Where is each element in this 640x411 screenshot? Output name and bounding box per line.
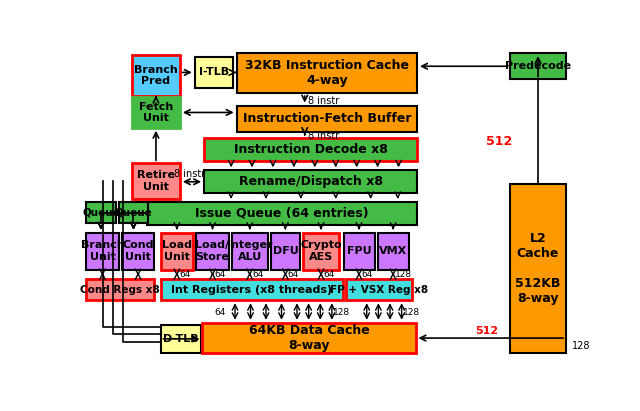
Text: 128: 128 bbox=[333, 308, 351, 317]
Text: Crypto
AES: Crypto AES bbox=[300, 240, 342, 262]
FancyBboxPatch shape bbox=[237, 106, 417, 132]
FancyBboxPatch shape bbox=[303, 233, 339, 270]
Text: 128: 128 bbox=[403, 308, 420, 317]
FancyBboxPatch shape bbox=[122, 233, 154, 270]
Text: 128: 128 bbox=[572, 341, 591, 351]
Text: Int Registers (x8 threads): Int Registers (x8 threads) bbox=[171, 284, 332, 295]
FancyBboxPatch shape bbox=[271, 233, 300, 270]
FancyBboxPatch shape bbox=[161, 325, 201, 353]
Text: 8 instr: 8 instr bbox=[175, 169, 205, 179]
Text: 64: 64 bbox=[179, 270, 191, 279]
Text: Rename/Dispatch x8: Rename/Dispatch x8 bbox=[239, 175, 383, 188]
Text: 128: 128 bbox=[396, 270, 413, 279]
FancyBboxPatch shape bbox=[202, 323, 415, 353]
Text: L2
Cache

512KB
8-way: L2 Cache 512KB 8-way bbox=[515, 232, 561, 305]
FancyBboxPatch shape bbox=[132, 55, 180, 95]
FancyBboxPatch shape bbox=[161, 279, 343, 300]
FancyBboxPatch shape bbox=[161, 233, 193, 270]
Text: Queue: Queue bbox=[82, 208, 120, 217]
Text: Cond Regs x8: Cond Regs x8 bbox=[81, 284, 160, 295]
FancyBboxPatch shape bbox=[147, 202, 417, 225]
Text: 512: 512 bbox=[486, 135, 513, 148]
Text: 8 instr: 8 instr bbox=[308, 131, 339, 141]
Text: FP + VSX Reg x8: FP + VSX Reg x8 bbox=[330, 284, 428, 295]
FancyBboxPatch shape bbox=[119, 202, 148, 223]
Text: 8 instr: 8 instr bbox=[308, 96, 339, 106]
FancyBboxPatch shape bbox=[195, 57, 234, 88]
Text: 32KB Instruction Cache
4-way: 32KB Instruction Cache 4-way bbox=[245, 59, 409, 87]
Text: Issue Queue (64 entries): Issue Queue (64 entries) bbox=[195, 207, 369, 220]
Text: Integer
ALU: Integer ALU bbox=[227, 240, 273, 262]
FancyBboxPatch shape bbox=[232, 233, 268, 270]
Text: 64: 64 bbox=[323, 270, 335, 279]
Text: 64: 64 bbox=[214, 308, 226, 317]
Text: DFU: DFU bbox=[273, 246, 298, 256]
Text: Queue: Queue bbox=[115, 208, 152, 217]
FancyBboxPatch shape bbox=[510, 184, 566, 353]
FancyBboxPatch shape bbox=[196, 233, 229, 270]
FancyBboxPatch shape bbox=[204, 170, 417, 193]
Text: Branch
Unit: Branch Unit bbox=[81, 240, 124, 262]
FancyBboxPatch shape bbox=[510, 53, 566, 79]
FancyBboxPatch shape bbox=[204, 138, 417, 161]
Text: 64: 64 bbox=[288, 270, 299, 279]
Text: Branch
Pred: Branch Pred bbox=[134, 65, 178, 86]
FancyBboxPatch shape bbox=[86, 279, 154, 300]
FancyBboxPatch shape bbox=[346, 279, 412, 300]
Text: Fetch
Unit: Fetch Unit bbox=[139, 102, 173, 123]
FancyBboxPatch shape bbox=[132, 163, 180, 199]
Text: 64: 64 bbox=[252, 270, 264, 279]
FancyBboxPatch shape bbox=[86, 233, 119, 270]
Text: VMX: VMX bbox=[379, 246, 407, 256]
FancyBboxPatch shape bbox=[86, 202, 116, 223]
Text: Instruction Decode x8: Instruction Decode x8 bbox=[234, 143, 387, 156]
Text: FPU: FPU bbox=[347, 246, 371, 256]
FancyBboxPatch shape bbox=[237, 53, 417, 93]
Text: 64: 64 bbox=[215, 270, 226, 279]
Text: Cond
Unit: Cond Unit bbox=[122, 240, 154, 262]
Text: 512: 512 bbox=[476, 326, 499, 336]
Text: D-TLB: D-TLB bbox=[163, 334, 198, 344]
Text: Predecode: Predecode bbox=[505, 61, 571, 71]
Text: Retire
Unit: Retire Unit bbox=[137, 170, 175, 192]
FancyBboxPatch shape bbox=[378, 233, 408, 270]
Text: Instruction-Fetch Buffer: Instruction-Fetch Buffer bbox=[243, 112, 411, 125]
Text: 64KB Data Cache
8-way: 64KB Data Cache 8-way bbox=[248, 324, 369, 352]
FancyBboxPatch shape bbox=[132, 97, 180, 128]
Text: Load/
Store: Load/ Store bbox=[195, 240, 230, 262]
Text: 64: 64 bbox=[362, 270, 372, 279]
FancyBboxPatch shape bbox=[344, 233, 374, 270]
Text: I-TLB: I-TLB bbox=[199, 67, 229, 77]
Text: Load
Unit: Load Unit bbox=[162, 240, 192, 262]
